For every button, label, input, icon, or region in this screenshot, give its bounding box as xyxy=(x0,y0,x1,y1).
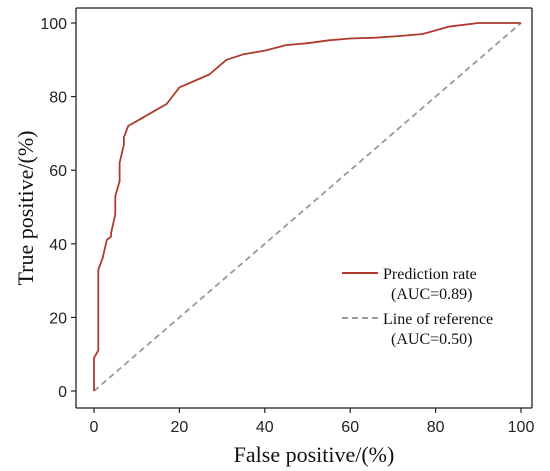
x-tick-label: 40 xyxy=(256,419,274,436)
x-tick-label: 20 xyxy=(171,419,189,436)
legend-auc-prediction-rate: (AUC=0.89) xyxy=(391,286,472,303)
legend-auc-reference: (AUC=0.50) xyxy=(391,331,472,348)
series-line-prediction-rate xyxy=(93,22,521,391)
y-ticks: 0 20 40 60 80 100 xyxy=(40,16,76,401)
x-ticks: 0 20 40 60 80 100 xyxy=(90,408,535,436)
y-tick-label: 100 xyxy=(40,16,67,33)
y-tick-label: 60 xyxy=(49,163,67,180)
axes xyxy=(75,7,533,409)
x-axis-title: False positive/(%) xyxy=(234,442,395,467)
y-tick-label: 80 xyxy=(49,90,67,107)
x-tick-label: 100 xyxy=(508,419,535,436)
y-tick-label: 0 xyxy=(58,384,67,401)
y-axis-title: True positive/(%) xyxy=(13,130,38,285)
x-tick-label: 60 xyxy=(341,419,359,436)
x-tick-label: 0 xyxy=(90,419,99,436)
x-tick-label: 80 xyxy=(427,419,445,436)
legend-label-prediction-rate: Prediction rate xyxy=(383,266,477,283)
legend-label-reference: Line of reference xyxy=(383,311,493,328)
legend: Prediction rate (AUC=0.89) Line of refer… xyxy=(342,266,493,348)
y-tick-label: 40 xyxy=(49,237,67,254)
y-tick-label: 20 xyxy=(49,310,67,327)
series-layer xyxy=(93,22,522,392)
series-line-reference xyxy=(93,22,522,392)
